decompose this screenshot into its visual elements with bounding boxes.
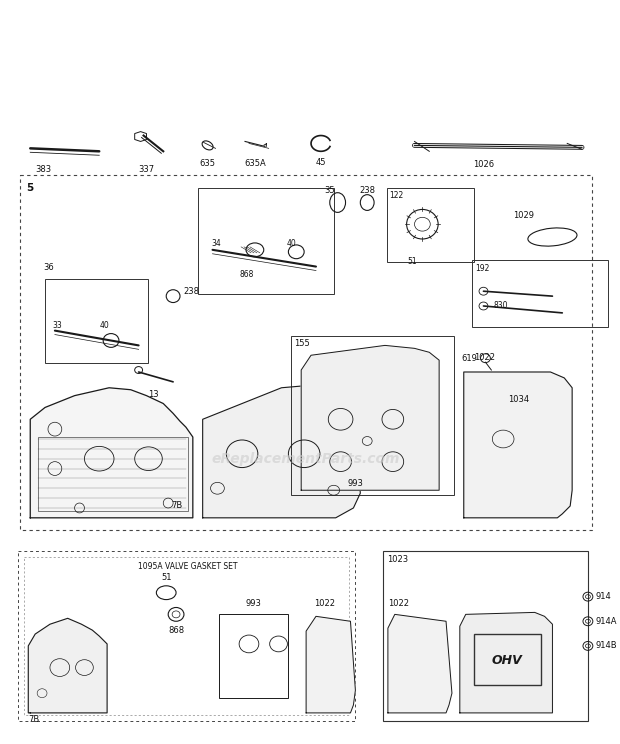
Text: 7B: 7B (172, 501, 183, 510)
Polygon shape (464, 372, 572, 518)
Text: 13: 13 (148, 390, 159, 399)
Text: 635: 635 (200, 159, 216, 168)
Text: 122: 122 (389, 190, 403, 199)
Text: 1023: 1023 (387, 555, 408, 564)
Text: 868: 868 (240, 269, 254, 278)
Text: 51: 51 (161, 573, 172, 582)
Text: 51: 51 (408, 257, 417, 266)
Text: 34: 34 (211, 239, 221, 248)
Polygon shape (203, 385, 360, 518)
Text: 40: 40 (286, 239, 296, 248)
Bar (387, 187, 474, 262)
Text: 1034: 1034 (508, 394, 529, 404)
Text: 155: 155 (294, 339, 310, 347)
Bar (45, 280, 148, 363)
Text: eReplacementParts.com: eReplacementParts.com (212, 452, 401, 466)
Text: 1026: 1026 (473, 160, 494, 169)
Text: 337: 337 (138, 165, 154, 174)
Text: 914: 914 (596, 592, 611, 601)
Bar (38, 437, 188, 511)
Polygon shape (306, 616, 355, 713)
Text: 40: 40 (99, 321, 109, 330)
Text: 914A: 914A (596, 617, 618, 626)
Bar (383, 551, 588, 721)
Bar (198, 187, 334, 294)
Text: 1022: 1022 (474, 353, 495, 362)
Text: 1022: 1022 (388, 600, 409, 609)
Text: 830: 830 (494, 301, 508, 310)
FancyArrowPatch shape (264, 144, 267, 147)
Text: 36: 36 (43, 263, 54, 272)
Text: 635A: 635A (244, 159, 266, 168)
Bar (472, 260, 608, 327)
Text: 868: 868 (168, 626, 184, 635)
Text: 45: 45 (316, 158, 326, 167)
Text: OHV: OHV (492, 654, 523, 667)
Polygon shape (460, 612, 552, 713)
Text: 993: 993 (246, 600, 262, 609)
Text: 1029: 1029 (513, 211, 534, 220)
Text: 619: 619 (462, 353, 477, 363)
Text: 7B: 7B (29, 715, 40, 724)
Text: 5: 5 (26, 183, 33, 193)
Text: 993: 993 (347, 479, 363, 488)
Polygon shape (388, 615, 452, 713)
Text: 238: 238 (359, 186, 375, 195)
Bar (19, 551, 355, 721)
Bar (474, 634, 541, 685)
Text: 192: 192 (476, 263, 490, 272)
Bar (24, 557, 350, 715)
Text: 1022: 1022 (314, 600, 335, 609)
Polygon shape (301, 345, 439, 490)
Text: 35: 35 (324, 186, 335, 195)
Bar (219, 615, 288, 698)
Text: 238: 238 (183, 286, 199, 295)
Text: 1095A VALVE GASKET SET: 1095A VALVE GASKET SET (138, 562, 237, 571)
Text: 33: 33 (52, 321, 61, 330)
Text: 914B: 914B (596, 641, 618, 650)
Polygon shape (30, 388, 193, 518)
Polygon shape (29, 618, 107, 713)
Text: 383: 383 (35, 165, 51, 174)
Bar (20, 175, 592, 530)
Bar (291, 336, 454, 496)
